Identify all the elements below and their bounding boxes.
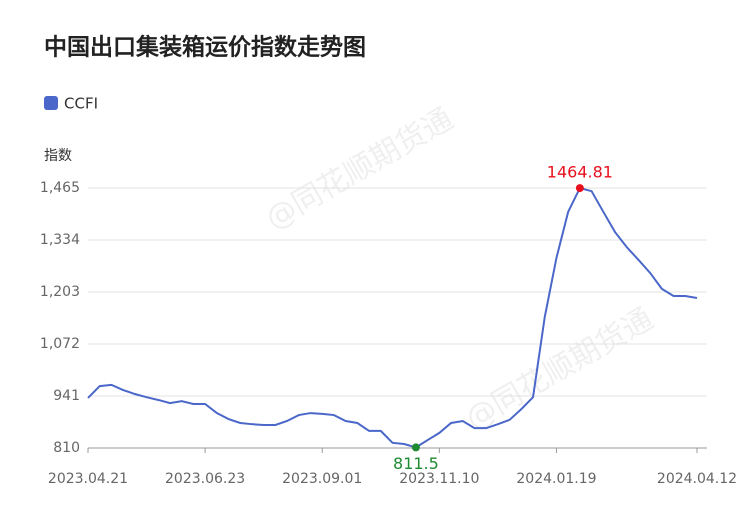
y-tick-label: 1,334: [40, 232, 80, 248]
legend-swatch: [44, 96, 58, 110]
x-tick-label: 2024.04.12: [657, 471, 737, 487]
y-tick-label: 810: [53, 440, 80, 456]
x-tick-label: 2023.04.21: [48, 471, 128, 487]
watermark: @同花顺期货通: [260, 101, 459, 236]
chart-title: 中国出口集装箱运价指数走势图: [44, 34, 366, 61]
y-tick-label: 1,465: [40, 180, 80, 196]
x-tick-label: 2024.01.19: [516, 471, 596, 487]
extreme-label: 811.5: [393, 454, 439, 473]
extreme-label: 1464.81: [547, 163, 613, 182]
x-tick-label: 2023.11.10: [399, 471, 479, 487]
y-tick-label: 1,203: [40, 284, 80, 300]
watermark: @同花顺期货通: [460, 301, 659, 436]
line: [87, 186, 698, 449]
x-tick-label: 2023.09.01: [282, 471, 362, 487]
y-tick-label: 941: [53, 388, 80, 404]
extreme-point: [575, 184, 584, 193]
legend-label: CCFI: [64, 95, 98, 113]
x-tick-label: 2023.06.23: [165, 471, 245, 487]
extreme-point: [411, 443, 420, 452]
y-axis-label: 指数: [44, 148, 72, 164]
y-tick-label: 1,072: [40, 336, 80, 352]
